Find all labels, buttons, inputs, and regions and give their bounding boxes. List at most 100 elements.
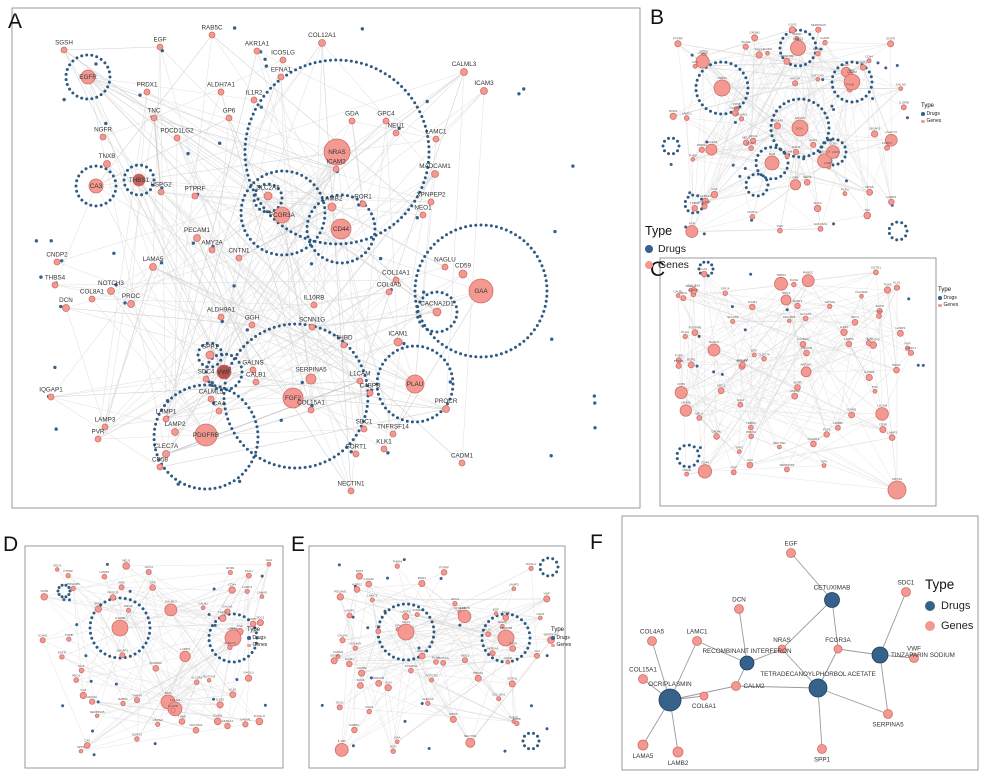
- node-label: SERPINA5: [543, 633, 558, 637]
- gene-node: [817, 744, 827, 754]
- node-label: NECTIN1: [338, 481, 365, 488]
- node-label: LAMP1: [345, 609, 355, 613]
- panel-label-d: D: [3, 533, 19, 556]
- node-label: NEO1: [72, 674, 81, 678]
- drug-node: [237, 479, 242, 484]
- node-label: CD44: [537, 612, 545, 616]
- node-label: AMY2A: [795, 116, 805, 120]
- gene-node: [876, 313, 882, 319]
- gene-node: [348, 117, 356, 125]
- node-label: SCNN1G: [299, 317, 325, 324]
- node-label: TNXB: [502, 611, 510, 615]
- gene-node: [418, 652, 426, 660]
- gene-node: [713, 79, 731, 97]
- gene-node: [746, 461, 754, 469]
- gene-node: [352, 645, 358, 651]
- gene-node: [799, 341, 807, 348]
- gene-node: [879, 426, 887, 434]
- gene-node: [801, 274, 815, 288]
- legend-item-label: Drugs: [252, 634, 266, 641]
- drug-node: [366, 626, 370, 630]
- gene-node: [458, 269, 468, 279]
- gene-node: [359, 200, 367, 208]
- gene-node: [266, 561, 272, 567]
- gene-node: [674, 40, 682, 48]
- legend-panel-c: Type Drugs Genes: [938, 287, 958, 308]
- node-label: CD44: [701, 460, 709, 464]
- drug-node: [712, 370, 716, 374]
- drug-node: [402, 558, 406, 562]
- gene-node: [339, 637, 346, 644]
- gene-node: [866, 58, 872, 64]
- node-label: CD59: [455, 263, 472, 270]
- node-label: SDC1: [356, 419, 373, 426]
- gene-node: [810, 440, 817, 448]
- node-label: NRAS: [865, 185, 873, 189]
- node-label: NOTCH3: [98, 280, 124, 287]
- gene-node: [279, 56, 287, 64]
- legend-item-genes: Genes: [551, 643, 571, 648]
- node-label: DCN: [769, 152, 776, 156]
- gene-node: [356, 377, 364, 385]
- gene-node: [200, 605, 206, 611]
- gene-node: [282, 387, 304, 409]
- node-label: ICAM2: [763, 47, 773, 51]
- gene-node: [152, 664, 160, 672]
- gene-node: [355, 572, 363, 580]
- gene-node: [684, 471, 689, 477]
- node-label: LAMC1: [687, 629, 708, 636]
- legend-panel-b: Type Drugs Genes: [921, 103, 941, 124]
- gene-node: [696, 415, 703, 421]
- node-label: COL15A1: [687, 283, 701, 287]
- node-label: DCN: [165, 691, 172, 695]
- gene-node: [840, 328, 848, 336]
- gene-node: [245, 572, 252, 579]
- drug-node: [211, 401, 216, 405]
- gene-node: [893, 366, 900, 374]
- node-label: TINZAPARIN SODIUM: [891, 652, 955, 659]
- gene-node: [474, 674, 482, 682]
- node-label: EGF: [154, 37, 167, 44]
- drug-node: [402, 341, 406, 346]
- node-label: NOTCH3: [812, 73, 825, 77]
- node-label: NEO1: [414, 205, 432, 212]
- node-label: SGSH: [790, 278, 799, 282]
- gene-node: [786, 548, 796, 558]
- node-label: PVR: [904, 342, 911, 346]
- node-label: CADM1: [749, 31, 760, 35]
- node-label: ICAM2: [413, 608, 423, 612]
- drug-node: [397, 126, 401, 131]
- gene-node: [51, 281, 59, 289]
- node-label: NEO1: [803, 175, 812, 179]
- gene-node: [330, 657, 338, 665]
- gene-node: [683, 115, 690, 121]
- node-label: NRAS: [328, 149, 346, 156]
- drug-node: [884, 66, 888, 70]
- drug-node: [39, 275, 43, 279]
- gene-node: [887, 480, 907, 500]
- node-label: GAA: [394, 736, 400, 740]
- gene-node: [225, 114, 233, 122]
- drug-node: [522, 87, 526, 91]
- drug-node: [593, 426, 597, 430]
- drug-node: [702, 232, 706, 236]
- drug-node: [705, 140, 709, 144]
- node-label: THBD: [335, 335, 353, 342]
- gene-node: [859, 293, 864, 299]
- node-label: CNTN1: [229, 248, 250, 255]
- drug-node: [212, 697, 216, 701]
- gene-node: [691, 204, 698, 212]
- gene-node: [249, 620, 257, 628]
- drug-node: [743, 328, 747, 332]
- node-label: HSPG2: [352, 582, 363, 586]
- drug-node: [571, 164, 575, 168]
- gene-dot-icon: [247, 643, 251, 648]
- gene-dot-icon: [551, 643, 555, 648]
- node-label: NOTCH3: [867, 337, 880, 341]
- drug-node: [62, 97, 66, 102]
- drug-node: [59, 304, 63, 309]
- legend-item-label: Drugs: [941, 599, 971, 612]
- node-label: SPP1: [356, 569, 364, 573]
- drug-node: [593, 401, 597, 405]
- node-label: GP6: [793, 175, 799, 179]
